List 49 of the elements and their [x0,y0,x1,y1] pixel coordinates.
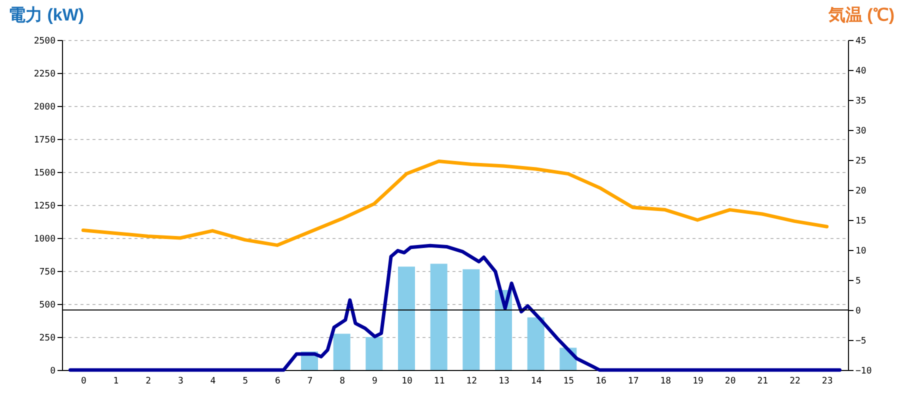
x-tick-label: 10 [402,376,412,386]
y2-tick-label: 10 [856,246,866,256]
x-tick-label: 21 [757,376,768,386]
y-tick-label: 1750 [34,136,56,146]
y-tick-label: 250 [39,334,56,344]
y2-tick-label: 0 [856,306,861,316]
x-tick-label: 0 [80,376,86,386]
x-tick-label: 14 [530,376,542,386]
y2-tick-label: 25 [856,156,866,166]
y-tick-label: 2500 [34,36,56,46]
y2-tick-label: 30 [856,126,866,136]
y2-tick-label: 35 [856,96,866,106]
x-tick-label: 16 [596,376,606,386]
x-tick-label: 3 [178,376,184,386]
x-tick-label: 12 [466,376,478,386]
x-tick-label: 6 [274,376,280,386]
y2-tick-label: 45 [856,36,866,46]
x-tick-label: 9 [372,376,378,386]
y2-tick-label: −10 [856,366,872,376]
x-tick-label: 20 [724,376,736,386]
y2-tick-label: 20 [856,186,866,196]
y-tick-label: 1500 [34,168,56,178]
x-tick-label: 13 [498,376,510,386]
x-tick-label: 8 [340,376,346,386]
x-tick-label: 18 [660,376,672,386]
x-tick-label: 11 [434,376,445,386]
y-tick-label: 1250 [34,202,56,212]
x-tick-label: 17 [628,376,639,386]
y-axis-title: 電力 (kW) [8,6,84,24]
x-tick-label: 22 [790,376,800,386]
y2-tick-label: −5 [856,336,866,346]
y2-tick-label: 15 [856,216,866,226]
x-tick-label: 15 [563,376,574,386]
x-tick-label: 7 [307,376,313,386]
y2-axis-title: 気温 (℃) [827,6,894,24]
x-tick-label: 4 [210,376,216,386]
x-tick-label: 19 [692,376,704,386]
x-tick-label: 1 [113,376,119,386]
x-tick-label: 5 [242,376,248,386]
x-tick-label: 2 [146,376,152,386]
y-tick-label: 1000 [34,234,56,244]
y-tick-label: 2250 [34,70,56,80]
y2-tick-label: 5 [856,276,861,286]
y-tick-label: 2000 [34,102,56,112]
y-tick-label: 0 [50,366,56,376]
y-tick-label: 750 [39,268,56,278]
y-tick-label: 500 [39,300,56,310]
y2-tick-label: 40 [856,66,866,76]
x-tick-label: 23 [822,376,833,386]
